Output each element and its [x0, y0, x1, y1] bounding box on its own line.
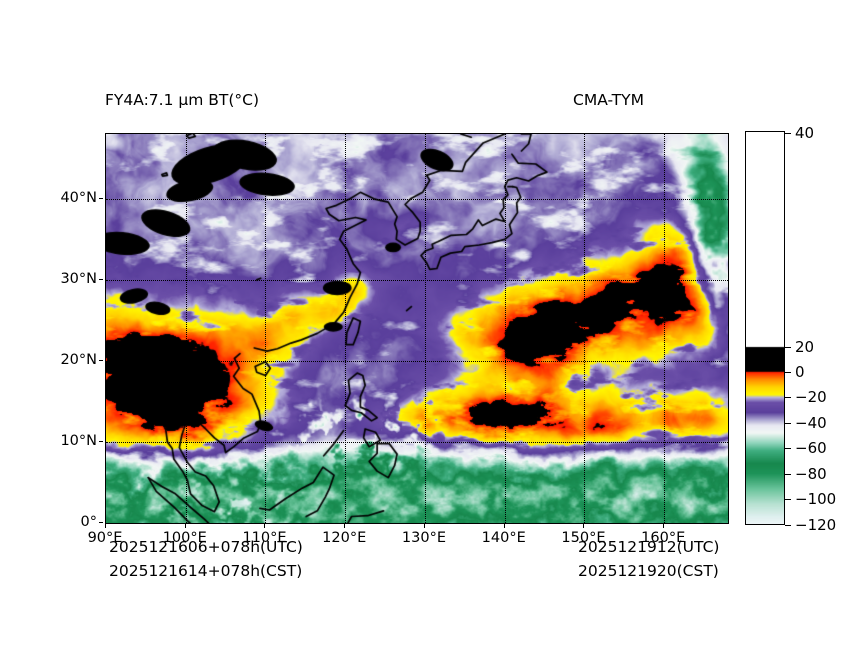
x-tick-mark — [423, 523, 425, 528]
x-tick-mark — [663, 523, 665, 528]
x-tick-label: 130°E — [401, 530, 447, 546]
y-tick-mark — [99, 359, 104, 361]
colorbar-tick-mark — [784, 524, 791, 526]
y-tick-label: 40°N — [60, 189, 97, 206]
colorbar-tick-mark — [784, 372, 791, 374]
footer-valid-cst: 2025121920(CST) — [578, 562, 719, 580]
x-tick-label: 90°E — [87, 530, 123, 546]
chart-title-right: CMA-TYM — [573, 91, 644, 109]
colorbar-tick-label: −40 — [795, 413, 827, 432]
colorbar-tick-mark — [784, 346, 791, 348]
y-tick-label: 0° — [80, 514, 97, 530]
colorbar-tick-mark — [784, 132, 791, 134]
y-tick-label: 10°N — [60, 432, 97, 449]
satellite-image-canvas — [106, 134, 728, 523]
footer-valid-utc: 2025121912(UTC) — [578, 538, 720, 556]
x-tick-mark — [583, 523, 585, 528]
colorbar-tick-label: 20 — [795, 337, 815, 356]
x-tick-label: 120°E — [322, 530, 367, 546]
x-tick-mark — [264, 523, 266, 528]
x-tick-mark — [344, 523, 346, 528]
y-tick-label: 30°N — [60, 270, 97, 287]
x-tick-mark — [503, 523, 505, 528]
y-tick-label: 20°N — [60, 351, 97, 368]
footer-forecast-utc: 2025121606+078h(UTC) — [109, 538, 303, 556]
x-tick-label: 100°E — [162, 530, 207, 546]
y-tick-mark — [99, 278, 104, 280]
x-tick-mark — [184, 523, 186, 528]
colorbar-tick-label: −120 — [795, 515, 837, 534]
colorbar-gradient — [746, 132, 784, 524]
colorbar-tick-label: −60 — [795, 439, 827, 458]
colorbar-tick-label: −100 — [795, 490, 837, 509]
x-tick-label: 150°E — [561, 530, 606, 546]
colorbar-tick-label: −80 — [795, 464, 827, 483]
satellite-map — [105, 133, 729, 524]
colorbar-tick-mark — [784, 499, 791, 501]
colorbar — [745, 131, 785, 525]
x-tick-label: 160°E — [641, 530, 686, 546]
colorbar-tick-label: 40 — [795, 123, 815, 142]
footer-forecast-cst: 2025121614+078h(CST) — [109, 562, 303, 580]
colorbar-tick-mark — [784, 448, 791, 450]
colorbar-tick-label: −20 — [795, 388, 827, 407]
x-tick-label: 140°E — [481, 530, 526, 546]
y-tick-mark — [99, 197, 104, 199]
colorbar-tick-mark — [784, 397, 791, 399]
x-tick-mark — [105, 523, 106, 528]
colorbar-tick-mark — [784, 473, 791, 475]
y-tick-mark — [99, 522, 104, 523]
colorbar-tick-mark — [784, 422, 791, 424]
chart-title-left: FY4A:7.1 μm BT(°C) — [105, 91, 260, 109]
colorbar-tick-label: 0 — [795, 363, 805, 382]
x-tick-label: 110°E — [242, 530, 287, 546]
y-tick-mark — [99, 440, 104, 442]
